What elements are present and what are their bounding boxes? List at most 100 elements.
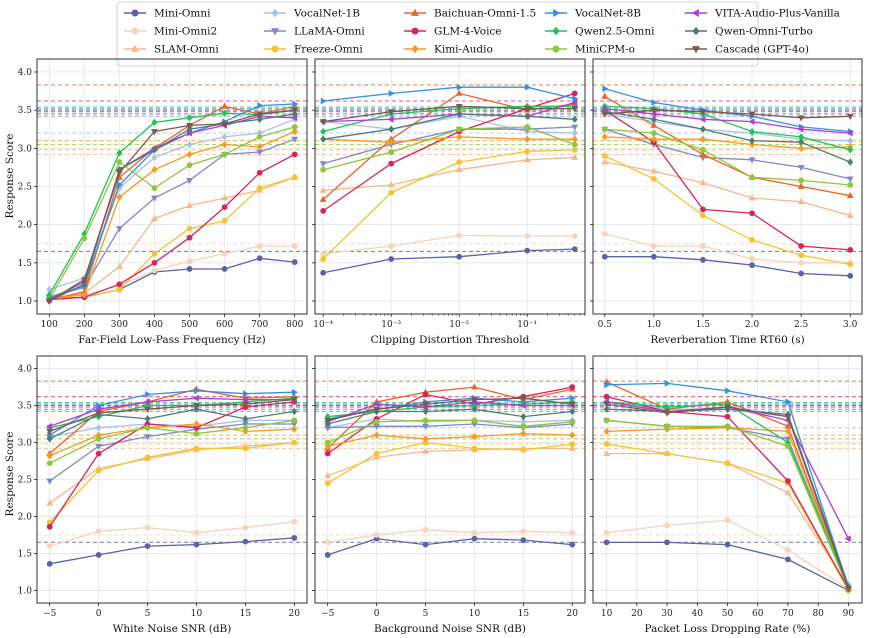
data-point (569, 541, 576, 548)
x-tick-label: 60 (752, 609, 764, 619)
data-point (151, 195, 158, 202)
x-axis-label: Reverberation Time RT60 (s) (650, 334, 804, 346)
data-point (95, 435, 102, 442)
data-point (256, 143, 263, 151)
data-point (324, 439, 331, 446)
data-point (144, 424, 151, 431)
data-point (242, 538, 249, 545)
data-point (186, 123, 193, 130)
series-line (49, 521, 295, 547)
data-point (785, 478, 791, 484)
data-point (373, 406, 381, 413)
series-line (49, 423, 295, 482)
data-point (291, 439, 298, 446)
data-point (80, 277, 88, 284)
data-point (373, 431, 380, 439)
legend-label: Cascade (GPT-4o) (715, 44, 809, 56)
legend-marker (553, 8, 561, 18)
x-tick-label: 70 (782, 609, 794, 619)
data-point (847, 246, 854, 253)
series-line (327, 418, 573, 429)
data-point (725, 387, 732, 395)
data-point (291, 243, 298, 249)
data-point (422, 435, 429, 443)
data-point (291, 174, 298, 181)
data-point (604, 381, 611, 389)
data-point (724, 404, 731, 411)
x-tick-label: 3.0 (843, 320, 858, 330)
series-line (49, 419, 295, 438)
data-point (603, 401, 611, 408)
data-point (846, 176, 854, 183)
series-line (327, 419, 573, 444)
legend-label: Baichuan-Omni-1.5 (434, 8, 536, 20)
legend-marker (411, 44, 419, 54)
legend-label: Mini-Omni (154, 8, 211, 20)
data-point (524, 135, 531, 143)
data-point (221, 204, 228, 211)
series-line (327, 423, 573, 429)
series-line (48, 109, 295, 296)
data-point (324, 552, 331, 558)
data-point (81, 291, 88, 299)
series-line (49, 245, 295, 298)
data-point (797, 198, 805, 205)
data-point (291, 127, 298, 136)
series-line (604, 128, 851, 180)
series-line (323, 136, 575, 143)
data-point (784, 414, 792, 421)
x-tick-label: 90 (843, 609, 855, 619)
legend-label: Mini-Omni2 (154, 26, 217, 38)
data-point (46, 560, 53, 567)
legend-label: Qwen-Omni-Turbo (715, 26, 813, 38)
data-point (664, 539, 670, 546)
legend-marker (131, 27, 139, 35)
data-point (601, 126, 608, 133)
series-line (604, 161, 851, 217)
data-point (664, 450, 670, 457)
plot-area (315, 380, 585, 558)
legend-marker (410, 8, 420, 16)
data-point (571, 135, 578, 143)
data-point (144, 524, 151, 531)
data-point (144, 406, 151, 413)
data-point (320, 127, 327, 136)
y-tick-label: 2.0 (18, 221, 33, 231)
data-point (569, 441, 576, 447)
x-tick-label: 600 (216, 320, 233, 330)
data-point (601, 92, 609, 99)
data-point (324, 480, 331, 487)
x-tick-label: −5 (43, 609, 57, 619)
data-point (116, 286, 123, 293)
data-point (700, 146, 706, 153)
data-point (256, 111, 264, 118)
data-point (797, 182, 805, 189)
data-point (95, 424, 102, 432)
legend-label: LLaMA-Omni (294, 26, 365, 38)
y-tick-label: 2.5 (18, 476, 33, 486)
data-point (524, 247, 531, 254)
data-point (603, 427, 610, 436)
y-tick-label: 3.5 (18, 402, 33, 412)
data-point (193, 403, 200, 410)
data-point (748, 111, 756, 118)
data-point (194, 387, 201, 395)
data-point (324, 417, 332, 425)
data-point (186, 178, 193, 185)
data-point (456, 83, 463, 91)
data-point (700, 243, 706, 249)
x-tick-label: 2.0 (745, 320, 760, 330)
data-point (471, 417, 478, 424)
data-point (650, 121, 658, 128)
data-point (186, 266, 193, 272)
series-line (48, 126, 295, 300)
data-point (601, 133, 608, 141)
data-point (151, 267, 158, 274)
data-point (291, 388, 298, 396)
data-point (387, 109, 395, 116)
data-point (388, 138, 395, 146)
data-point (650, 135, 657, 143)
legend-marker (271, 8, 279, 18)
series-line (327, 432, 573, 447)
x-tick-label: 5 (423, 609, 429, 619)
